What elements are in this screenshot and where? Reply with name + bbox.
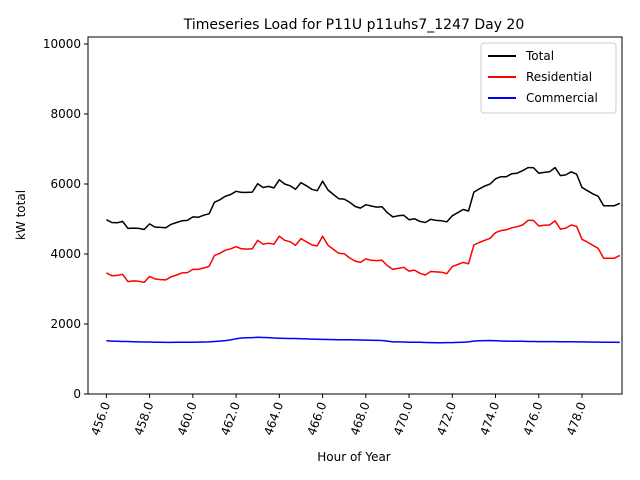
x-axis-label: Hour of Year: [317, 450, 391, 464]
series-line-residential: [106, 219, 621, 284]
plot-frame: [87, 36, 623, 395]
plot-lines: [106, 166, 621, 344]
legend-label-commercial: Commercial: [526, 91, 598, 105]
legend-box: [480, 42, 617, 114]
y-tick-label: 2000: [50, 317, 81, 331]
y-tick-label: 0: [73, 387, 81, 401]
series-line-total: [106, 166, 621, 231]
y-tick-label: 8000: [50, 107, 81, 121]
legend-label-residential: Residential: [526, 70, 592, 84]
legend-label-total: Total: [525, 49, 554, 63]
y-tick-label: 10000: [43, 37, 81, 51]
chart-title: Timeseries Load for P11U p11uhs7_1247 Da…: [183, 17, 525, 33]
series-line-commercial: [106, 336, 620, 344]
y-tick-label: 4000: [50, 247, 81, 261]
y-axis: 0 2000 4000 6000 8000 10000: [43, 37, 88, 401]
legend: Total Residential Commercial: [480, 42, 617, 114]
y-tick-label: 6000: [50, 177, 81, 191]
y-axis-label: kW total: [14, 190, 28, 240]
